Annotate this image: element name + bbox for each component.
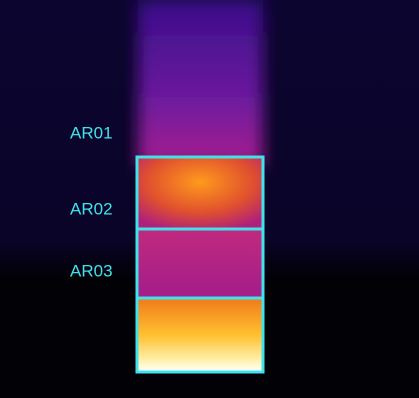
- region-label: AR02: [70, 199, 113, 218]
- region-fill: [137, 229, 263, 298]
- page: AR01 AR02 AR03 (() => { const data = JSO…: [0, 0, 419, 398]
- thermal-image: AR01 AR02 AR03: [0, 0, 419, 398]
- region-fill: [137, 298, 263, 372]
- region-fill: [137, 157, 263, 229]
- region-label: AR03: [70, 261, 113, 280]
- heat-column: [138, 0, 263, 165]
- region-label: AR01: [70, 123, 113, 142]
